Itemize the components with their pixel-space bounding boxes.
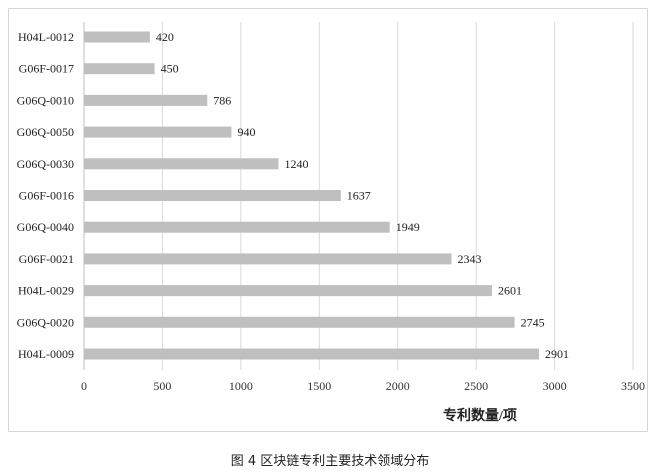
category-label: H04L-0029 xyxy=(18,284,74,298)
bar xyxy=(84,253,452,265)
data-label: 2745 xyxy=(521,315,545,329)
data-label: 1240 xyxy=(285,157,309,171)
category-label: G06Q-0040 xyxy=(17,220,74,234)
data-label: 2343 xyxy=(458,252,482,266)
x-tick-label: 3000 xyxy=(543,379,567,393)
grid-lines xyxy=(83,22,634,370)
bar xyxy=(84,316,515,328)
data-label: 420 xyxy=(156,30,174,44)
x-tick-label: 2000 xyxy=(386,379,410,393)
x-tick-label: 500 xyxy=(153,379,171,393)
bar xyxy=(84,63,155,75)
category-label: G06F-0021 xyxy=(19,252,74,266)
data-label: 940 xyxy=(237,125,255,139)
data-labels: 420 450 786 940 1240 1637 1949 2343 2601 2745 2901 xyxy=(156,30,569,361)
data-label: 1949 xyxy=(396,220,420,234)
x-tick-labels: 0 500 1000 1500 2000 2500 3000 3500 xyxy=(81,379,645,393)
category-label: H04L-0009 xyxy=(18,347,74,361)
figure-caption: 图 4 区块链专利主要技术领域分布 xyxy=(230,454,430,469)
category-label: G06F-0017 xyxy=(19,62,74,76)
category-labels: H04L-0012 G06F-0017 G06Q-0010 G06Q-0050 G06Q… xyxy=(17,30,74,361)
category-label: G06F-0016 xyxy=(19,189,74,203)
bar xyxy=(84,31,150,43)
bar xyxy=(84,221,390,233)
x-tick-label: 2500 xyxy=(464,379,488,393)
bar xyxy=(84,348,540,360)
chart-frame xyxy=(8,8,648,432)
bar xyxy=(84,126,232,138)
x-tick-label: 3500 xyxy=(621,379,645,393)
category-label: G06Q-0020 xyxy=(17,315,74,329)
category-label: G06Q-0030 xyxy=(17,157,74,171)
bars xyxy=(84,31,540,360)
bar xyxy=(84,285,492,297)
x-tick-label: 1500 xyxy=(307,379,331,393)
x-tick-label: 1000 xyxy=(229,379,253,393)
data-label: 2601 xyxy=(498,284,522,298)
bar xyxy=(84,190,341,201)
category-label: G06Q-0050 xyxy=(17,125,74,139)
data-label: 450 xyxy=(161,62,179,76)
bar xyxy=(84,94,208,106)
category-label: H04L-0012 xyxy=(18,30,74,44)
bar xyxy=(84,158,279,170)
data-label: 786 xyxy=(213,93,231,107)
data-label: 2901 xyxy=(545,347,569,361)
x-axis-label: 专利数量/项 xyxy=(443,407,517,424)
data-label: 1637 xyxy=(347,189,371,203)
category-label: G06Q-0010 xyxy=(17,93,74,107)
x-tick-label: 0 xyxy=(81,379,87,393)
